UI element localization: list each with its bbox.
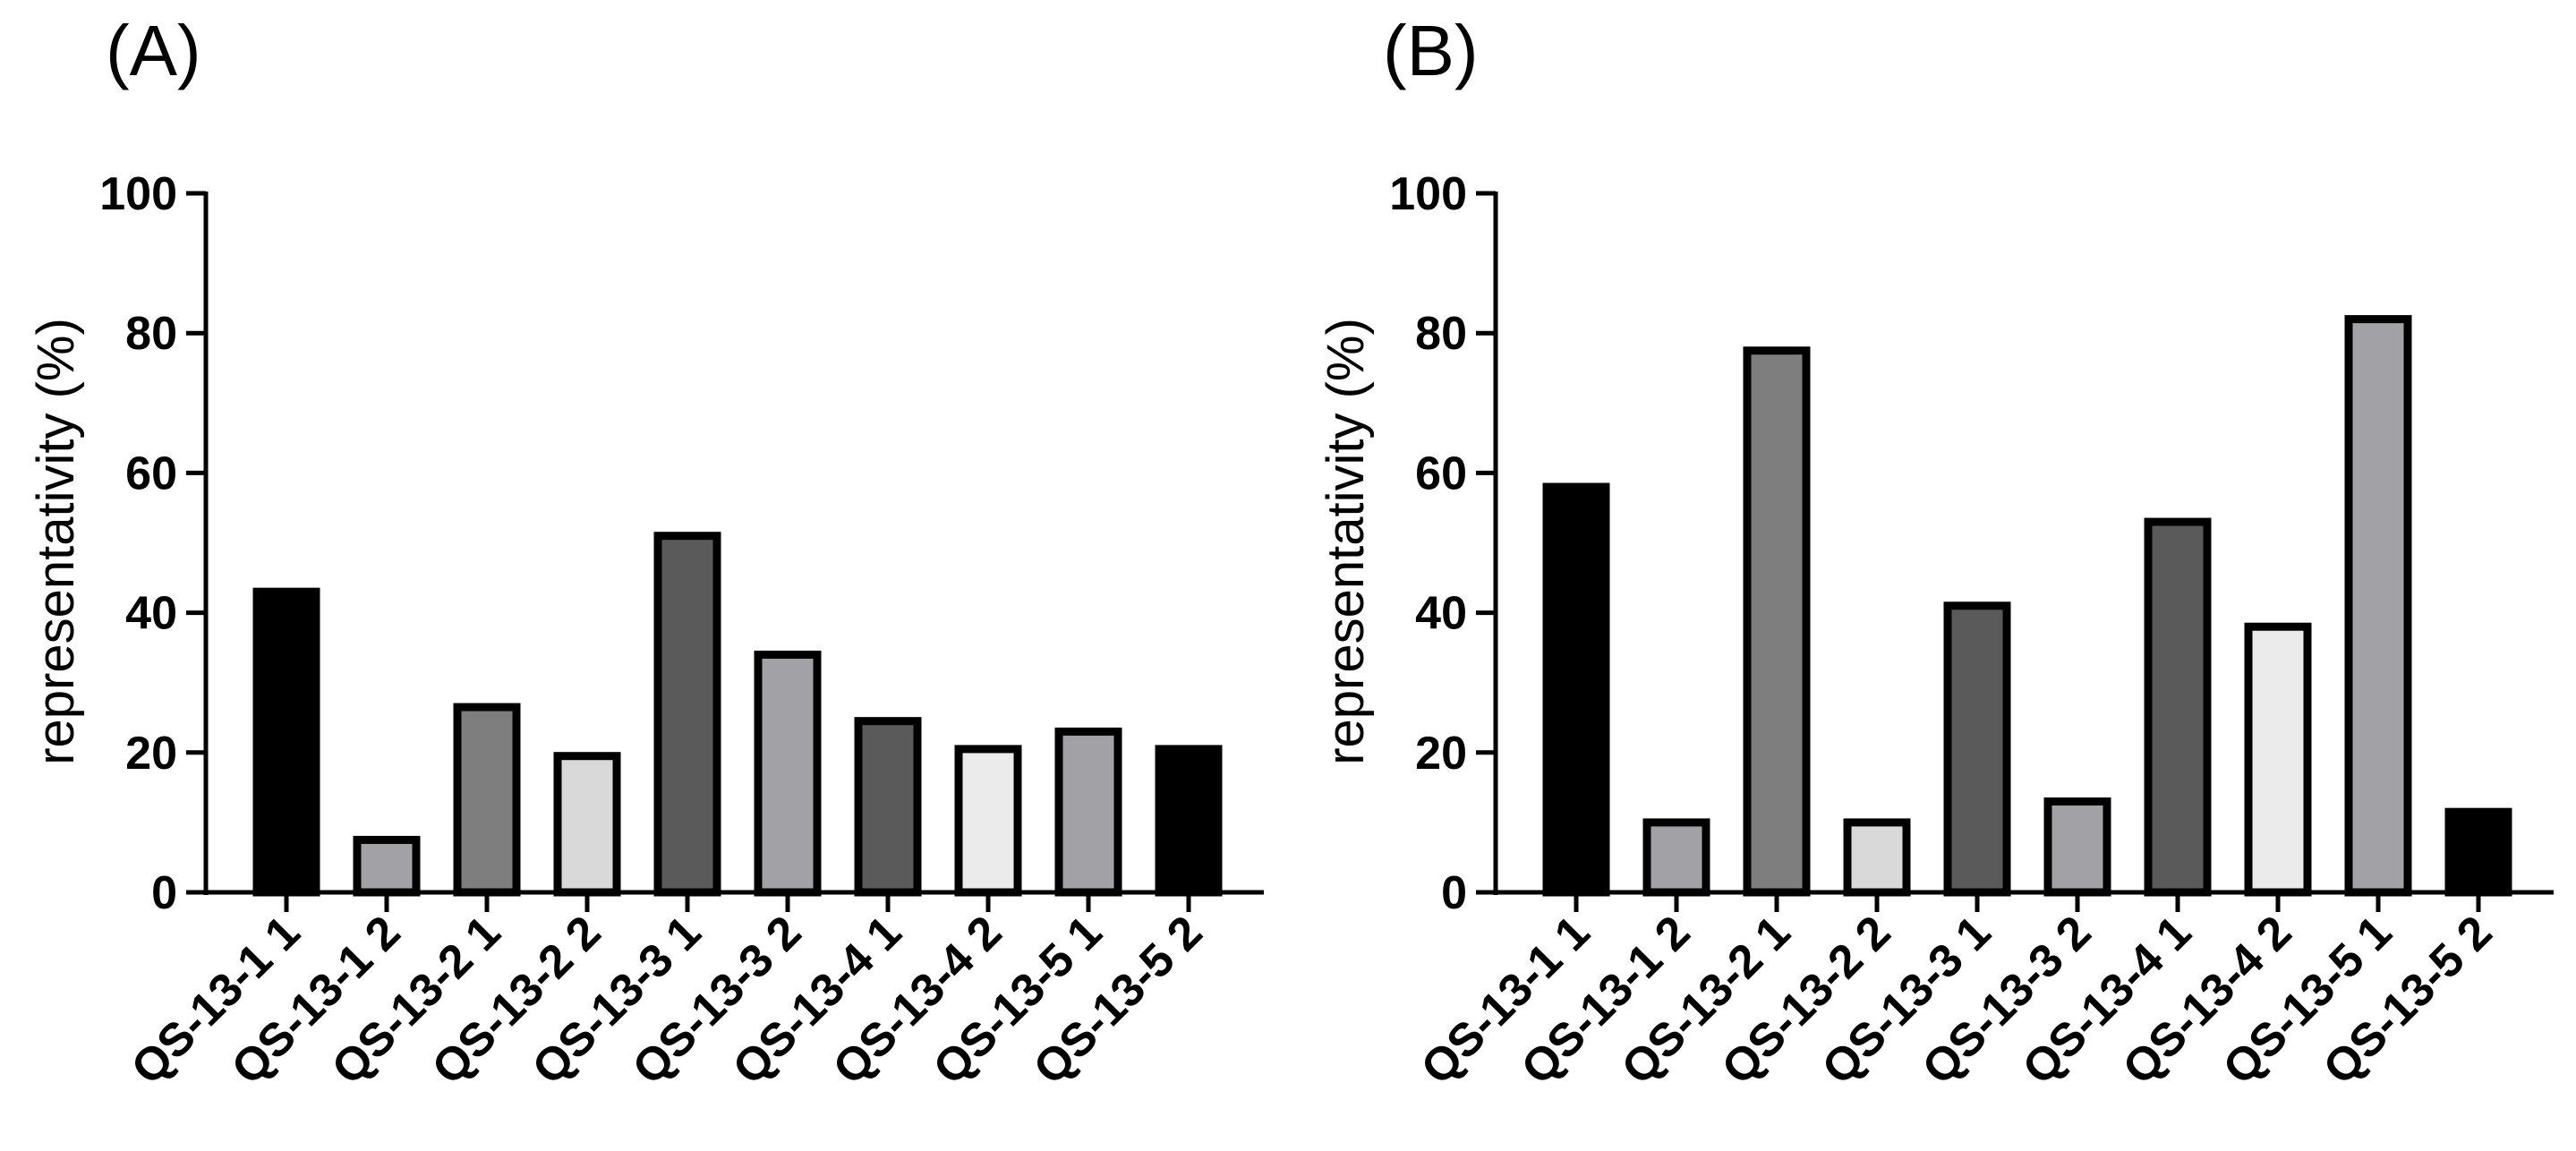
y-tick-label: 60: [1415, 448, 1467, 499]
bar-7: [854, 717, 922, 897]
bar-2: [353, 835, 421, 897]
bar-4: [553, 752, 621, 897]
y-tick-label: 0: [151, 867, 177, 919]
bar-6: [2043, 797, 2111, 897]
bar-4: [1843, 818, 1911, 897]
bar-6: [754, 650, 822, 897]
bar-10: [1155, 745, 1223, 897]
bar-2: [1642, 818, 1710, 897]
bar-7: [2144, 517, 2212, 897]
y-tick-label: 20: [125, 728, 177, 780]
bar-1: [1542, 482, 1610, 897]
bar-5: [1943, 601, 2011, 897]
y-axis-a: 0 20 40 60 80 100: [99, 168, 209, 919]
x-axis-b: QS-13-1 1QS-13-1 2QS-13-2 1QS-13-2 2QS-1…: [1412, 890, 2554, 1095]
x-axis-a: QS-13-1 1QS-13-1 2QS-13-2 1QS-13-2 2QS-1…: [122, 890, 1264, 1095]
chart-panel-b: (B) representativity (%) 0 20 40 60 80 100 QS…: [1317, 11, 2554, 1095]
bar-8: [954, 745, 1022, 897]
y-tick-label: 20: [1415, 728, 1467, 780]
bar-5: [653, 532, 721, 897]
chart-panel-a: (A) representativity (%) 0 20 40 60 80 100 QS…: [27, 11, 1264, 1095]
panel-label-a: (A): [106, 11, 201, 90]
y-tick-label: 60: [125, 448, 177, 499]
y-tick-label: 80: [125, 308, 177, 360]
y-tick-label: 40: [1415, 588, 1467, 640]
bar-3: [453, 703, 521, 897]
y-tick-label: 100: [99, 168, 177, 220]
y-tick-label: 80: [1415, 308, 1467, 360]
y-tick-label: 0: [1441, 867, 1467, 919]
bars-b: [1542, 315, 2512, 897]
bar-1: [252, 587, 320, 897]
bar-3: [1743, 346, 1811, 897]
y-axis-b: 0 20 40 60 80 100: [1389, 168, 1498, 919]
y-tick-label: 40: [125, 588, 177, 640]
y-tick-label: 100: [1389, 168, 1467, 220]
panel-label-b: (B): [1383, 11, 1479, 90]
bars-a: [252, 532, 1223, 897]
bar-9: [1054, 727, 1122, 897]
bar-9: [2344, 315, 2412, 897]
bar-10: [2444, 807, 2512, 897]
y-axis-title-a: representativity (%): [27, 318, 85, 765]
y-axis-title-b: representativity (%): [1317, 318, 1375, 765]
bar-8: [2244, 622, 2312, 897]
